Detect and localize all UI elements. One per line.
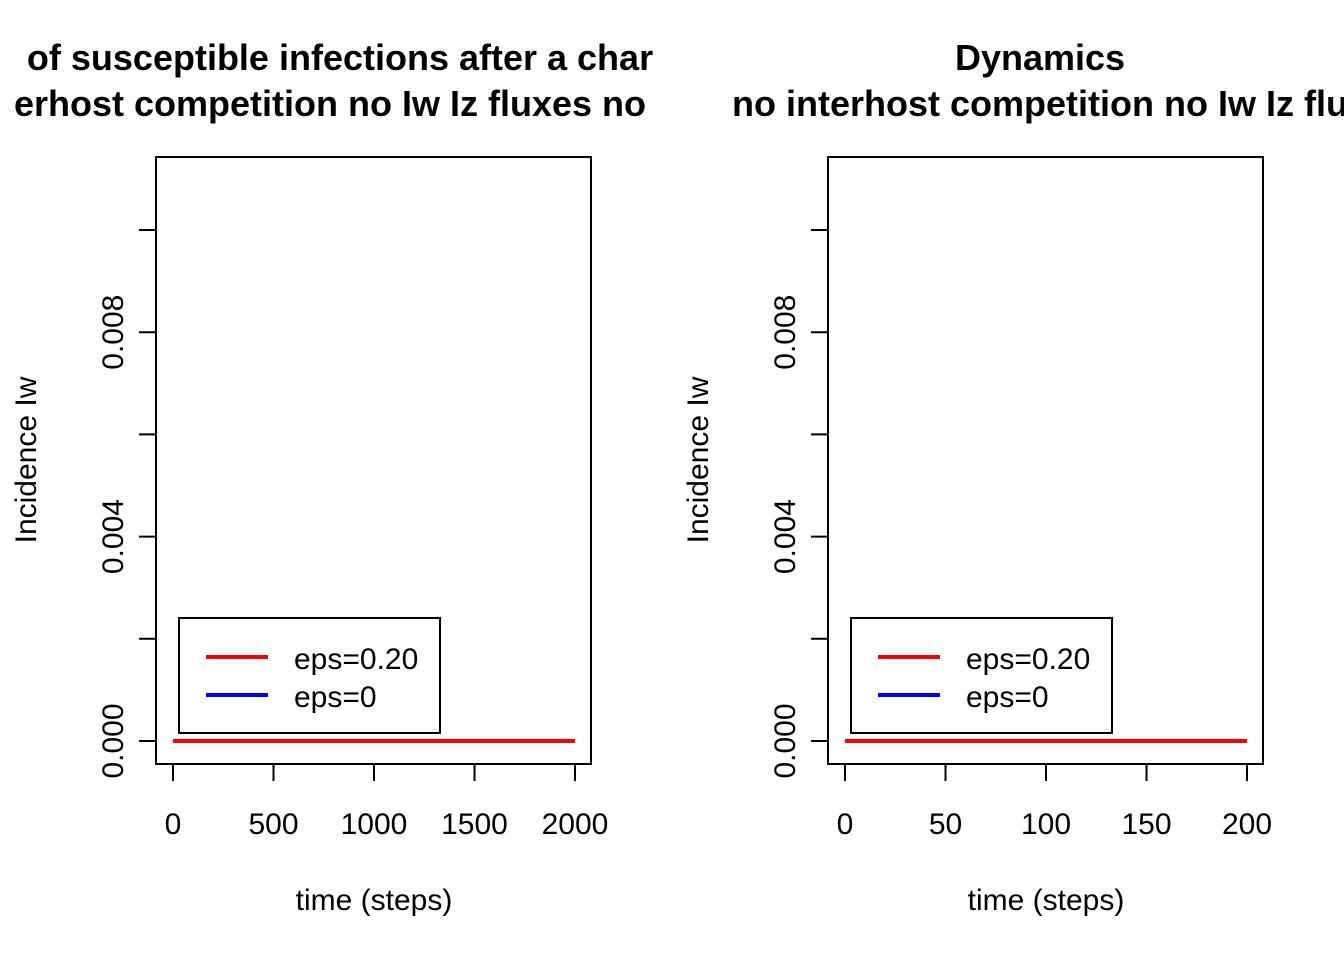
chart-2-legend-label-1: eps=0 <box>966 681 1049 714</box>
chart-2-y-tick-label-0: 0.000 <box>769 703 802 778</box>
chart-2-y-tick-label-2: 0.004 <box>769 499 802 574</box>
chart-2-x-tick-label-4: 200 <box>1222 808 1272 841</box>
chart-2-ylabel: Incidence Iw <box>682 376 715 543</box>
chart-2-y-tick-label-4: 0.008 <box>769 295 802 370</box>
chart-1-title-line2: erhost competition no Iw Iz fluxes no <box>14 83 646 124</box>
chart-1-x-tick-label-3: 1500 <box>441 808 508 841</box>
chart-2-y-ticks: 0.000 0.004 0.008 <box>769 229 828 779</box>
chart-1-title-line1: of susceptible infections after a char <box>27 37 653 78</box>
chart-2-x-tick-label-2: 100 <box>1021 808 1071 841</box>
chart-2-xlabel: time (steps) <box>968 884 1125 917</box>
chart-1-xlabel: time (steps) <box>296 884 453 917</box>
chart-1-y-tick-label-0: 0.000 <box>97 703 130 778</box>
chart-2-x-ticks: 0 50 100 150 200 <box>837 764 1272 841</box>
chart-1-y-tick-label-2: 0.004 <box>97 499 130 574</box>
chart-2-legend-label-0: eps=0.20 <box>966 643 1090 676</box>
chart-1-x-tick-label-0: 0 <box>165 808 182 841</box>
chart-1-x-tick-label-4: 2000 <box>542 808 609 841</box>
chart-1-y-tick-label-4: 0.008 <box>97 295 130 370</box>
chart-2-title-line2: no interhost competition no Iw Iz flu <box>732 83 1344 124</box>
chart-1-legend: eps=0.20 eps=0 <box>178 617 441 734</box>
chart-2-x-tick-label-3: 150 <box>1121 808 1171 841</box>
chart-1-legend-box <box>178 617 441 734</box>
chart-panel-1: of susceptible infections after a char e… <box>10 37 653 917</box>
chart-1-x-tick-label-2: 1000 <box>341 808 408 841</box>
chart-1-x-ticks: 0 500 1000 1500 2000 <box>165 764 609 841</box>
chart-2-title-line1: Dynamics <box>955 37 1125 78</box>
chart-2-x-tick-label-1: 50 <box>929 808 962 841</box>
chart-1-legend-label-0: eps=0.20 <box>294 643 418 676</box>
chart-2-legend-box <box>850 617 1113 734</box>
chart-1-x-tick-label-1: 500 <box>248 808 298 841</box>
chart-2-legend: eps=0.20 eps=0 <box>850 617 1113 734</box>
chart-panel-2: Dynamics no interhost competition no Iw … <box>682 37 1344 917</box>
chart-1-legend-label-1: eps=0 <box>294 681 377 714</box>
chart-1-ylabel: Incidence Iw <box>10 376 43 543</box>
chart-1-y-ticks: 0.000 0.004 0.008 <box>97 229 156 779</box>
chart-2-x-tick-label-0: 0 <box>837 808 854 841</box>
